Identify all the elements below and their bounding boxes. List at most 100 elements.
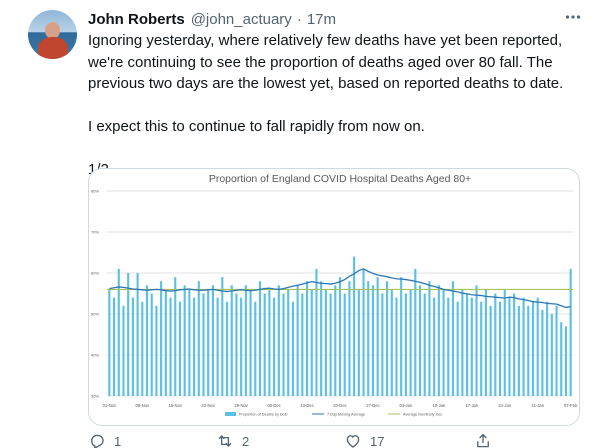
tweet-header: John Roberts @john_actuary · 17m bbox=[88, 9, 336, 29]
chart-image[interactable]: Proportion of England COVID Hospital Dea… bbox=[88, 168, 580, 426]
x-tick-label: 01-Nov bbox=[103, 403, 117, 408]
chart-bar bbox=[131, 297, 134, 396]
chart-bar bbox=[466, 293, 469, 396]
chart-bar bbox=[447, 297, 450, 396]
chart-bar bbox=[564, 326, 567, 396]
x-tick-label: 08-Nov bbox=[136, 403, 150, 408]
chart-bar bbox=[310, 289, 313, 396]
x-tick-label: 07-Feb bbox=[564, 403, 578, 408]
chart-bar bbox=[324, 289, 327, 396]
chart-bar bbox=[141, 301, 144, 396]
more-options-button[interactable] bbox=[562, 6, 584, 28]
chart-bar bbox=[395, 297, 398, 396]
chart-bar bbox=[569, 268, 572, 396]
y-tick-label: 40% bbox=[91, 353, 99, 358]
avatar-face bbox=[45, 22, 60, 39]
chart-bar bbox=[254, 301, 257, 396]
x-tick-label: 27-Dec bbox=[366, 403, 380, 408]
tweet-paragraph-1: Ignoring yesterday, where relatively few… bbox=[88, 30, 588, 95]
y-tick-label: 30% bbox=[91, 394, 99, 399]
chart-bar bbox=[244, 285, 247, 396]
chart-bar bbox=[531, 301, 535, 396]
reply-button[interactable]: 1 bbox=[88, 432, 121, 448]
chart-bar bbox=[136, 273, 139, 396]
chart-bar bbox=[277, 285, 280, 396]
tweet-text-line: previous two days are the lowest yet, ba… bbox=[88, 75, 564, 92]
x-tick-label: 29-Nov bbox=[234, 403, 248, 408]
chart-bar bbox=[263, 293, 266, 396]
tweet-actions: 1 2 17 bbox=[88, 430, 508, 448]
share-icon bbox=[477, 433, 489, 448]
x-tick-label: 10-Jan bbox=[432, 403, 445, 408]
x-tick-label: 20-Dec bbox=[333, 403, 347, 408]
chart-bar bbox=[555, 305, 558, 396]
chart-bar bbox=[202, 293, 205, 396]
chart-bar bbox=[188, 289, 191, 396]
chart-bar bbox=[386, 281, 389, 396]
x-tick-label: 17-Jan bbox=[465, 403, 478, 408]
chart-bar bbox=[315, 268, 318, 396]
chart-bar bbox=[414, 268, 417, 396]
chart-bar bbox=[541, 309, 544, 396]
retweet-button[interactable]: 2 bbox=[216, 432, 249, 448]
chart-bar bbox=[305, 281, 309, 396]
chart-bar bbox=[221, 277, 224, 396]
separator-dot: · bbox=[296, 10, 302, 28]
y-tick-label: 50% bbox=[91, 312, 99, 317]
chart-bar bbox=[211, 285, 214, 396]
chart-bar bbox=[437, 285, 440, 396]
chart-bar bbox=[503, 289, 506, 396]
timestamp[interactable]: 17m bbox=[306, 10, 336, 28]
legend-label: Average Nov/Early Dec bbox=[403, 413, 442, 417]
chart-bar bbox=[164, 289, 167, 396]
chart-bar bbox=[258, 281, 262, 396]
chart-bar bbox=[423, 293, 426, 396]
more-dots-icon bbox=[565, 15, 581, 19]
reply-count: 1 bbox=[114, 433, 122, 448]
chart-bar bbox=[273, 297, 276, 396]
chart-bar bbox=[287, 289, 290, 396]
chart-bar bbox=[329, 293, 332, 396]
avatar[interactable] bbox=[28, 10, 77, 59]
chart-bar bbox=[240, 297, 243, 396]
share-button[interactable] bbox=[474, 432, 500, 448]
tweet-text: Ignoring yesterday, where relatively few… bbox=[88, 30, 588, 202]
chart-bar bbox=[117, 268, 120, 396]
chart-bar bbox=[353, 256, 356, 396]
author-handle[interactable]: @john_actuary bbox=[190, 10, 292, 28]
legend-swatch bbox=[225, 412, 236, 416]
x-tick-label: 22-Nov bbox=[201, 403, 215, 408]
y-tick-label: 60% bbox=[91, 271, 99, 276]
chart-bar bbox=[348, 281, 351, 396]
chart-bar bbox=[371, 285, 375, 396]
avatar-body bbox=[38, 37, 68, 59]
chart-bar bbox=[546, 301, 549, 396]
chart-bar bbox=[442, 289, 445, 396]
y-tick-label: 70% bbox=[91, 230, 99, 235]
legend-label: 7 Day Moving Average bbox=[327, 413, 365, 417]
tweet-text-line: Ignoring yesterday, where relatively few… bbox=[88, 32, 563, 49]
retweet-icon bbox=[218, 435, 232, 447]
chart-bar bbox=[418, 285, 422, 396]
chart-bar bbox=[489, 305, 492, 396]
chart-bar bbox=[461, 289, 464, 396]
chart-bar bbox=[122, 305, 125, 396]
author-name[interactable]: John Roberts bbox=[88, 10, 185, 28]
chart-bar bbox=[150, 293, 153, 396]
tweet-paragraph-2: I expect this to continue to fall rapidl… bbox=[88, 116, 588, 138]
chart-bar bbox=[456, 301, 459, 396]
chart-bar bbox=[183, 285, 186, 396]
chart-bar bbox=[108, 289, 111, 396]
moving-average-line bbox=[109, 268, 571, 309]
chart-bar bbox=[517, 305, 520, 396]
chart-bar bbox=[357, 289, 360, 396]
legend-label: Proportion of Deaths by DoD bbox=[239, 413, 288, 417]
chart-bar bbox=[230, 285, 233, 396]
tweet-text-line: I expect this to continue to fall rapidl… bbox=[88, 118, 425, 135]
x-tick-label: 03-Jan bbox=[399, 403, 412, 408]
chart-bar bbox=[343, 293, 346, 396]
like-button[interactable]: 17 bbox=[344, 432, 384, 448]
chart-bar bbox=[513, 293, 516, 396]
chart-bar bbox=[451, 281, 455, 396]
